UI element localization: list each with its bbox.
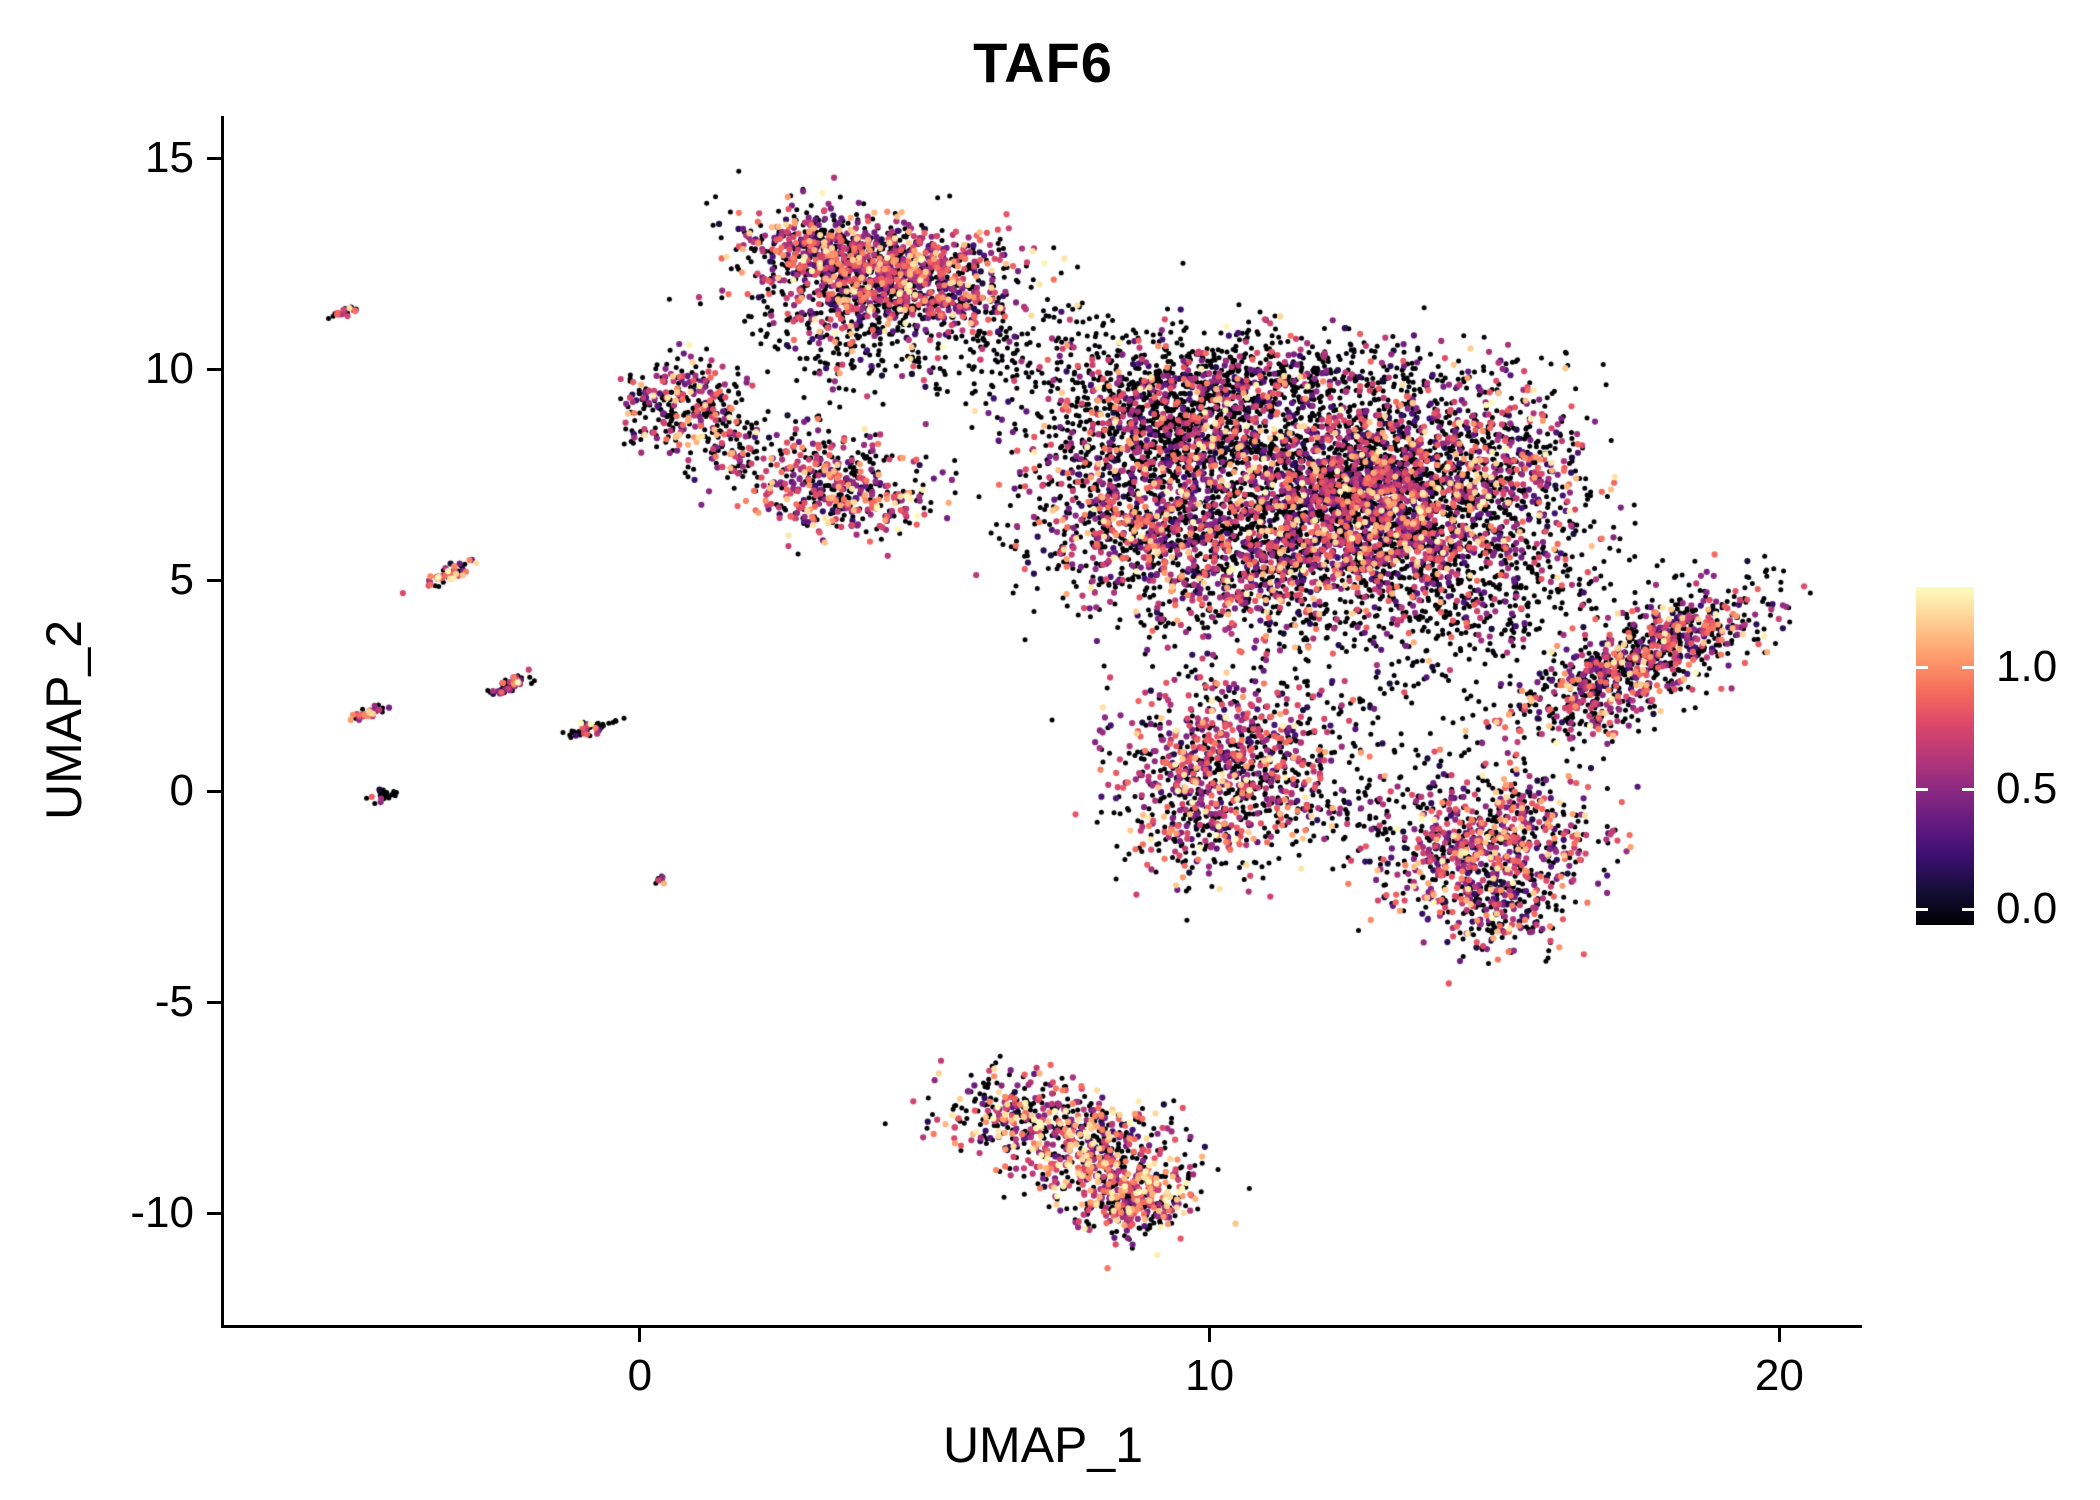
x-tick-mark: [638, 1328, 642, 1342]
y-tick-mark: [207, 156, 221, 160]
y-tick-mark: [207, 789, 221, 793]
colorbar-tick-label: 0.5: [1996, 764, 2058, 814]
y-tick-label: 0: [169, 766, 194, 816]
y-tick-mark: [207, 367, 221, 371]
y-tick-mark: [207, 578, 221, 582]
y-tick-label: 10: [145, 344, 194, 394]
colorbar-tick-label: 1.0: [1996, 642, 2058, 692]
x-axis-line: [221, 1325, 1862, 1328]
colorbar-gradient: [1916, 587, 1974, 925]
y-tick-label: -10: [130, 1188, 194, 1238]
y-tick-mark: [207, 1000, 221, 1004]
x-tick-label: 0: [627, 1351, 653, 1400]
y-tick-label: 5: [169, 555, 194, 605]
colorbar-tick-mark: [1916, 907, 1928, 911]
colorbar-tick-mark: [1962, 907, 1974, 911]
x-tick-mark: [1208, 1328, 1212, 1342]
colorbar-tick-mark: [1916, 787, 1928, 791]
y-axis-line: [221, 116, 224, 1328]
x-axis-title: UMAP_1: [942, 1417, 1144, 1473]
chart-title: TAF6: [973, 31, 1113, 94]
y-tick-label: 15: [145, 133, 194, 183]
colorbar-tick-mark: [1962, 665, 1974, 669]
colorbar-tick-mark: [1916, 665, 1928, 669]
y-tick-mark: [207, 1211, 221, 1215]
y-tick-label: -5: [154, 977, 194, 1027]
y-axis-title: UMAP_2: [36, 619, 92, 821]
x-tick-mark: [1777, 1328, 1781, 1342]
colorbar-tick-mark: [1962, 787, 1974, 791]
x-tick-label: 10: [1185, 1351, 1235, 1400]
colorbar-tick-label: 0.0: [1996, 884, 2058, 934]
x-tick-label: 20: [1754, 1351, 1804, 1400]
